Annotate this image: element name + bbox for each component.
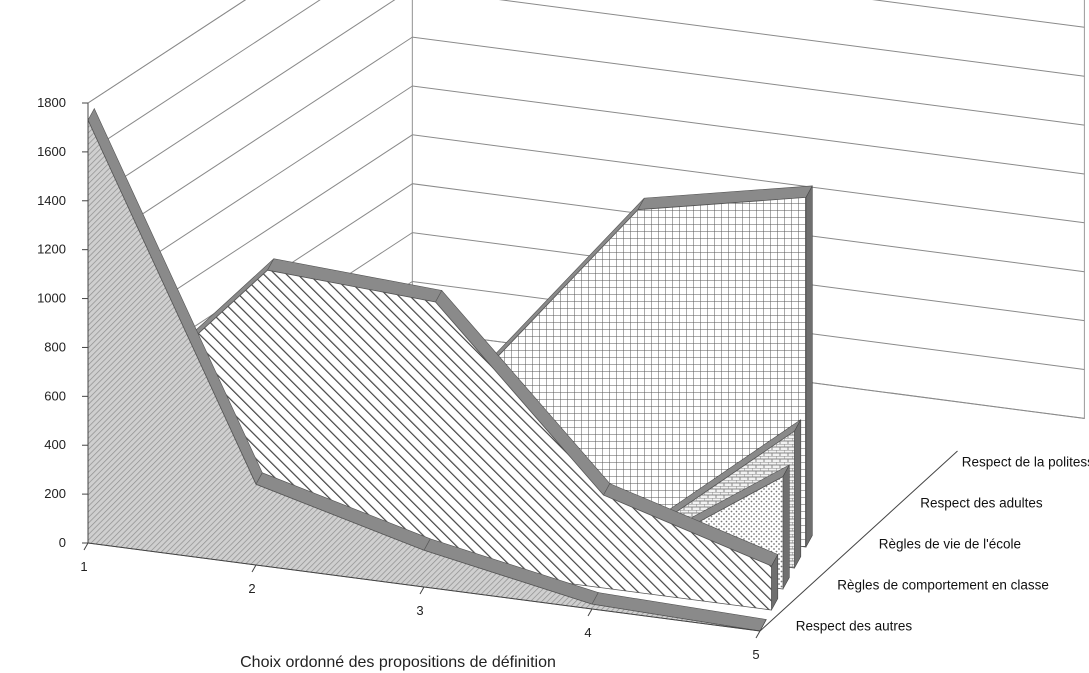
series-end-face: [782, 464, 790, 590]
gridline: [87, 36, 1085, 251]
depth-axis-line: [759, 450, 958, 632]
gridline: [87, 0, 1085, 202]
y-tick-label: 1400: [37, 193, 66, 208]
y-tick-label: 0: [59, 535, 66, 550]
x-tick-label: 1: [80, 559, 87, 574]
x-tick-label: 2: [248, 581, 255, 596]
series-end-face: [759, 619, 767, 632]
series-label: Règles de comportement en classe: [837, 578, 1049, 593]
y-tick-label: 800: [44, 339, 66, 354]
y-tick-label: 1800: [37, 95, 66, 110]
series-1: [87, 107, 767, 632]
x-tick-label: 3: [416, 603, 423, 618]
series-axis-labels: Respect des autres Règles de comportement…: [759, 450, 1089, 634]
y-tick-label: 1200: [37, 242, 66, 257]
series-end-face: [794, 419, 802, 569]
gridline: [87, 134, 1085, 348]
x-tick-label: 5: [752, 647, 759, 662]
x-axis-title: Choix ordonné des propositions de défini…: [240, 654, 556, 671]
gridline: [87, 0, 1085, 153]
series-end-face: [805, 185, 813, 548]
gridline: [87, 0, 247, 104]
series-label: Règles de vie de l'école: [879, 537, 1021, 552]
gridline: [87, 183, 1085, 397]
y-tick-label: 200: [44, 486, 66, 501]
series-label: Respect de la politesse: [962, 455, 1089, 470]
y-tick-label: 1000: [37, 291, 66, 306]
y-tick-label: 600: [44, 388, 66, 403]
series-layer: [87, 107, 813, 632]
x-tick-label: 4: [584, 625, 591, 640]
y-tick-label: 1600: [37, 144, 66, 159]
y-tick-label: 400: [44, 437, 66, 452]
y-axis-ticks: 0 200 400 600 800 1000 1200 1400 1600 1800: [37, 95, 88, 550]
series-label: Respect des adultes: [920, 496, 1043, 511]
gridline: [87, 85, 1085, 300]
series-label: Respect des autres: [796, 619, 913, 634]
x-axis-ticks: 1 2 3 4 5: [80, 542, 761, 662]
